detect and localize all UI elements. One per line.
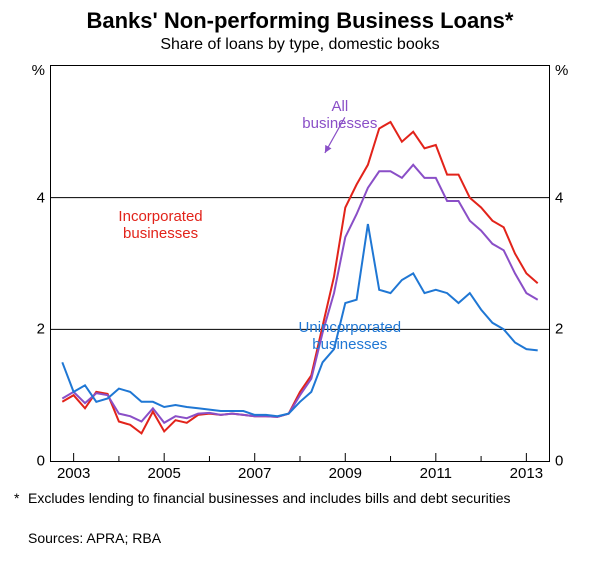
footnote: * Excludes lending to financial business… [28, 490, 580, 508]
x-tick: 2013 [510, 461, 543, 482]
x-tick: 2011 [420, 461, 452, 482]
y-tick: 0 [549, 453, 563, 470]
plot-area: % % IncorporatedbusinessesAllbusinessesU… [50, 65, 550, 462]
chart-container: Banks' Non-performing Business Loans* Sh… [0, 0, 600, 563]
y-unit-right: % [549, 62, 568, 79]
y-tick: 2 [37, 321, 51, 338]
x-tick: 2005 [147, 461, 180, 482]
series-label: Incorporatedbusinesses [118, 208, 202, 243]
footnote-marker: * [14, 490, 19, 508]
y-tick: 0 [37, 453, 51, 470]
x-tick: 2007 [238, 461, 271, 482]
y-unit-left: % [32, 62, 51, 79]
series-label: Unincorporatedbusinesses [299, 319, 402, 354]
plot-svg [51, 66, 549, 461]
y-tick: 4 [37, 189, 51, 206]
series-line [62, 122, 537, 433]
sources-text: Sources: APRA; RBA [28, 530, 161, 546]
chart-subtitle: Share of loans by type, domestic books [0, 36, 600, 54]
x-tick: 2003 [57, 461, 90, 482]
x-tick: 2009 [329, 461, 362, 482]
y-tick: 4 [549, 189, 563, 206]
chart-title: Banks' Non-performing Business Loans* [0, 0, 600, 34]
footnote-text: Excludes lending to financial businesses… [28, 490, 511, 506]
y-tick: 2 [549, 321, 563, 338]
series-label: Allbusinesses [302, 98, 377, 133]
series-line [62, 165, 537, 423]
